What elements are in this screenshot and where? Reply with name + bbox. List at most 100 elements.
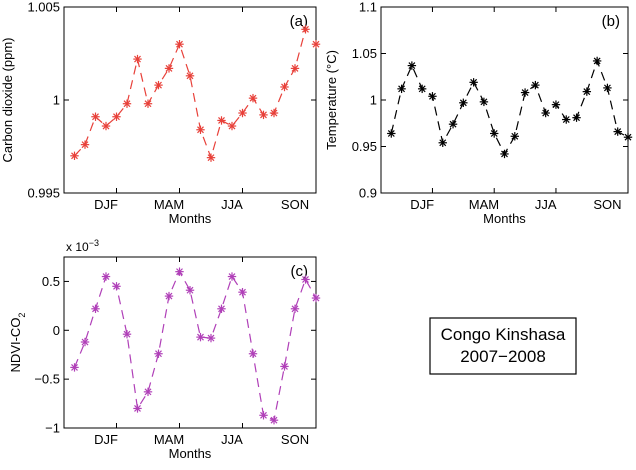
- series-line: [73, 270, 317, 422]
- y-tick-label: 0.995: [27, 186, 60, 201]
- x-tick-label: JJA: [221, 432, 243, 447]
- data-point: [428, 92, 437, 101]
- y-exponent-label: x 10−3: [66, 238, 99, 254]
- data-point: [70, 151, 79, 160]
- info-box-frame: [429, 317, 577, 375]
- data-point: [562, 115, 571, 124]
- data-point: [122, 99, 132, 108]
- data-point: [122, 329, 132, 339]
- data-point: [70, 363, 79, 372]
- y-tick-label: 1.005: [27, 0, 60, 15]
- data-point: [238, 108, 247, 118]
- panel-a: 0.995 1 1.005 DJF MAM JJA SON Months Carbon diox…: [0, 0, 321, 226]
- data-point: [175, 40, 184, 49]
- data-point: [80, 140, 90, 149]
- y-tick-label: 0.9: [359, 186, 377, 201]
- y-tick-label: 1.1: [359, 0, 377, 15]
- data-point: [101, 272, 111, 281]
- y-tick-label: −1: [45, 421, 60, 436]
- data-point: [217, 116, 226, 125]
- y-tick-label: 0.5: [42, 274, 60, 289]
- y-axis-label: Temperature (°C): [324, 50, 339, 150]
- panel-tag: (b): [602, 13, 620, 30]
- data-point: [154, 349, 163, 358]
- plot-frame: [380, 6, 629, 194]
- data-point: [175, 267, 184, 276]
- data-point: [259, 411, 268, 420]
- data-point: [592, 56, 602, 66]
- x-axis-label: Months: [169, 446, 212, 461]
- data-point: [301, 275, 310, 284]
- data-point: [500, 149, 509, 159]
- data-point: [510, 132, 519, 141]
- data-point: [133, 54, 142, 64]
- data-point: [133, 404, 142, 413]
- data-point: [582, 87, 592, 96]
- data-point: [196, 332, 205, 342]
- y-tick-label: 0: [53, 323, 60, 338]
- data-point: [91, 304, 100, 313]
- y-axis-label-subscript: 2: [17, 313, 27, 318]
- data-point: [417, 84, 427, 94]
- panel-c: −1 −0.5 0 0.5 DJF MAM JJA SON Months NDVI-CO2 x 10…: [8, 238, 321, 461]
- x-tick-label: DJF: [410, 197, 434, 212]
- data-point: [164, 64, 174, 73]
- info-box-period: 2007−2008: [460, 347, 546, 366]
- x-tick-label: MAM: [154, 432, 184, 447]
- y-tick-label: −0.5: [34, 372, 60, 387]
- data-point: [206, 153, 216, 162]
- x-tick-label: JJA: [221, 197, 243, 212]
- data-point: [397, 84, 406, 94]
- x-axis-label: Months: [483, 211, 526, 226]
- series-line: [74, 29, 307, 160]
- data-point: [448, 119, 458, 129]
- data-point: [227, 272, 237, 281]
- data-point: [80, 337, 90, 347]
- x-tick-label: SON: [593, 197, 621, 212]
- data-point: [269, 415, 279, 425]
- data-point: [387, 129, 396, 138]
- data-point: [572, 113, 581, 122]
- data-point: [280, 362, 289, 371]
- info-box: Congo Kinshasa 2007−2008: [429, 317, 577, 375]
- data-point: [280, 82, 289, 92]
- data-point: [531, 80, 540, 90]
- data-point: [238, 287, 247, 297]
- data-point: [551, 100, 561, 109]
- data-point: [311, 293, 321, 303]
- x-tick-label: SON: [281, 432, 309, 447]
- y-exponent-power: −3: [89, 238, 99, 248]
- data-point: [112, 112, 121, 121]
- data-point: [490, 129, 499, 138]
- y-tick-label: 1: [53, 93, 60, 108]
- data-point: [248, 349, 258, 358]
- data-point: [101, 121, 111, 131]
- data-point: [541, 108, 550, 118]
- x-tick-label: MAM: [469, 197, 499, 212]
- data-point: [185, 286, 195, 295]
- data-point: [196, 125, 205, 134]
- data-point: [154, 80, 163, 90]
- y-axis-label: Carbon dioxide (ppm): [0, 37, 15, 162]
- y-axis-label: NDVI-CO2: [8, 313, 27, 373]
- panel-b: 0.9 0.95 1 1.05 1.1 DJF MAM JJA SON Months Tempera…: [324, 0, 633, 226]
- data-point: [459, 98, 468, 107]
- plot-frame: [63, 6, 317, 194]
- data-point: [301, 25, 310, 34]
- data-point: [143, 387, 153, 397]
- panel-tag: (c): [291, 263, 309, 280]
- x-tick-label: SON: [281, 197, 309, 212]
- data-point: [311, 40, 321, 49]
- data-point: [217, 304, 226, 313]
- data-point: [185, 71, 195, 81]
- data-point: [91, 112, 100, 121]
- panel-tag: (a): [290, 13, 308, 30]
- x-axis-label: Months: [169, 211, 212, 226]
- data-point: [290, 304, 300, 313]
- x-tick-label: JJA: [535, 197, 557, 212]
- data-point: [164, 291, 174, 301]
- data-point: [269, 108, 279, 118]
- data-point: [603, 83, 612, 93]
- data-point: [290, 64, 300, 73]
